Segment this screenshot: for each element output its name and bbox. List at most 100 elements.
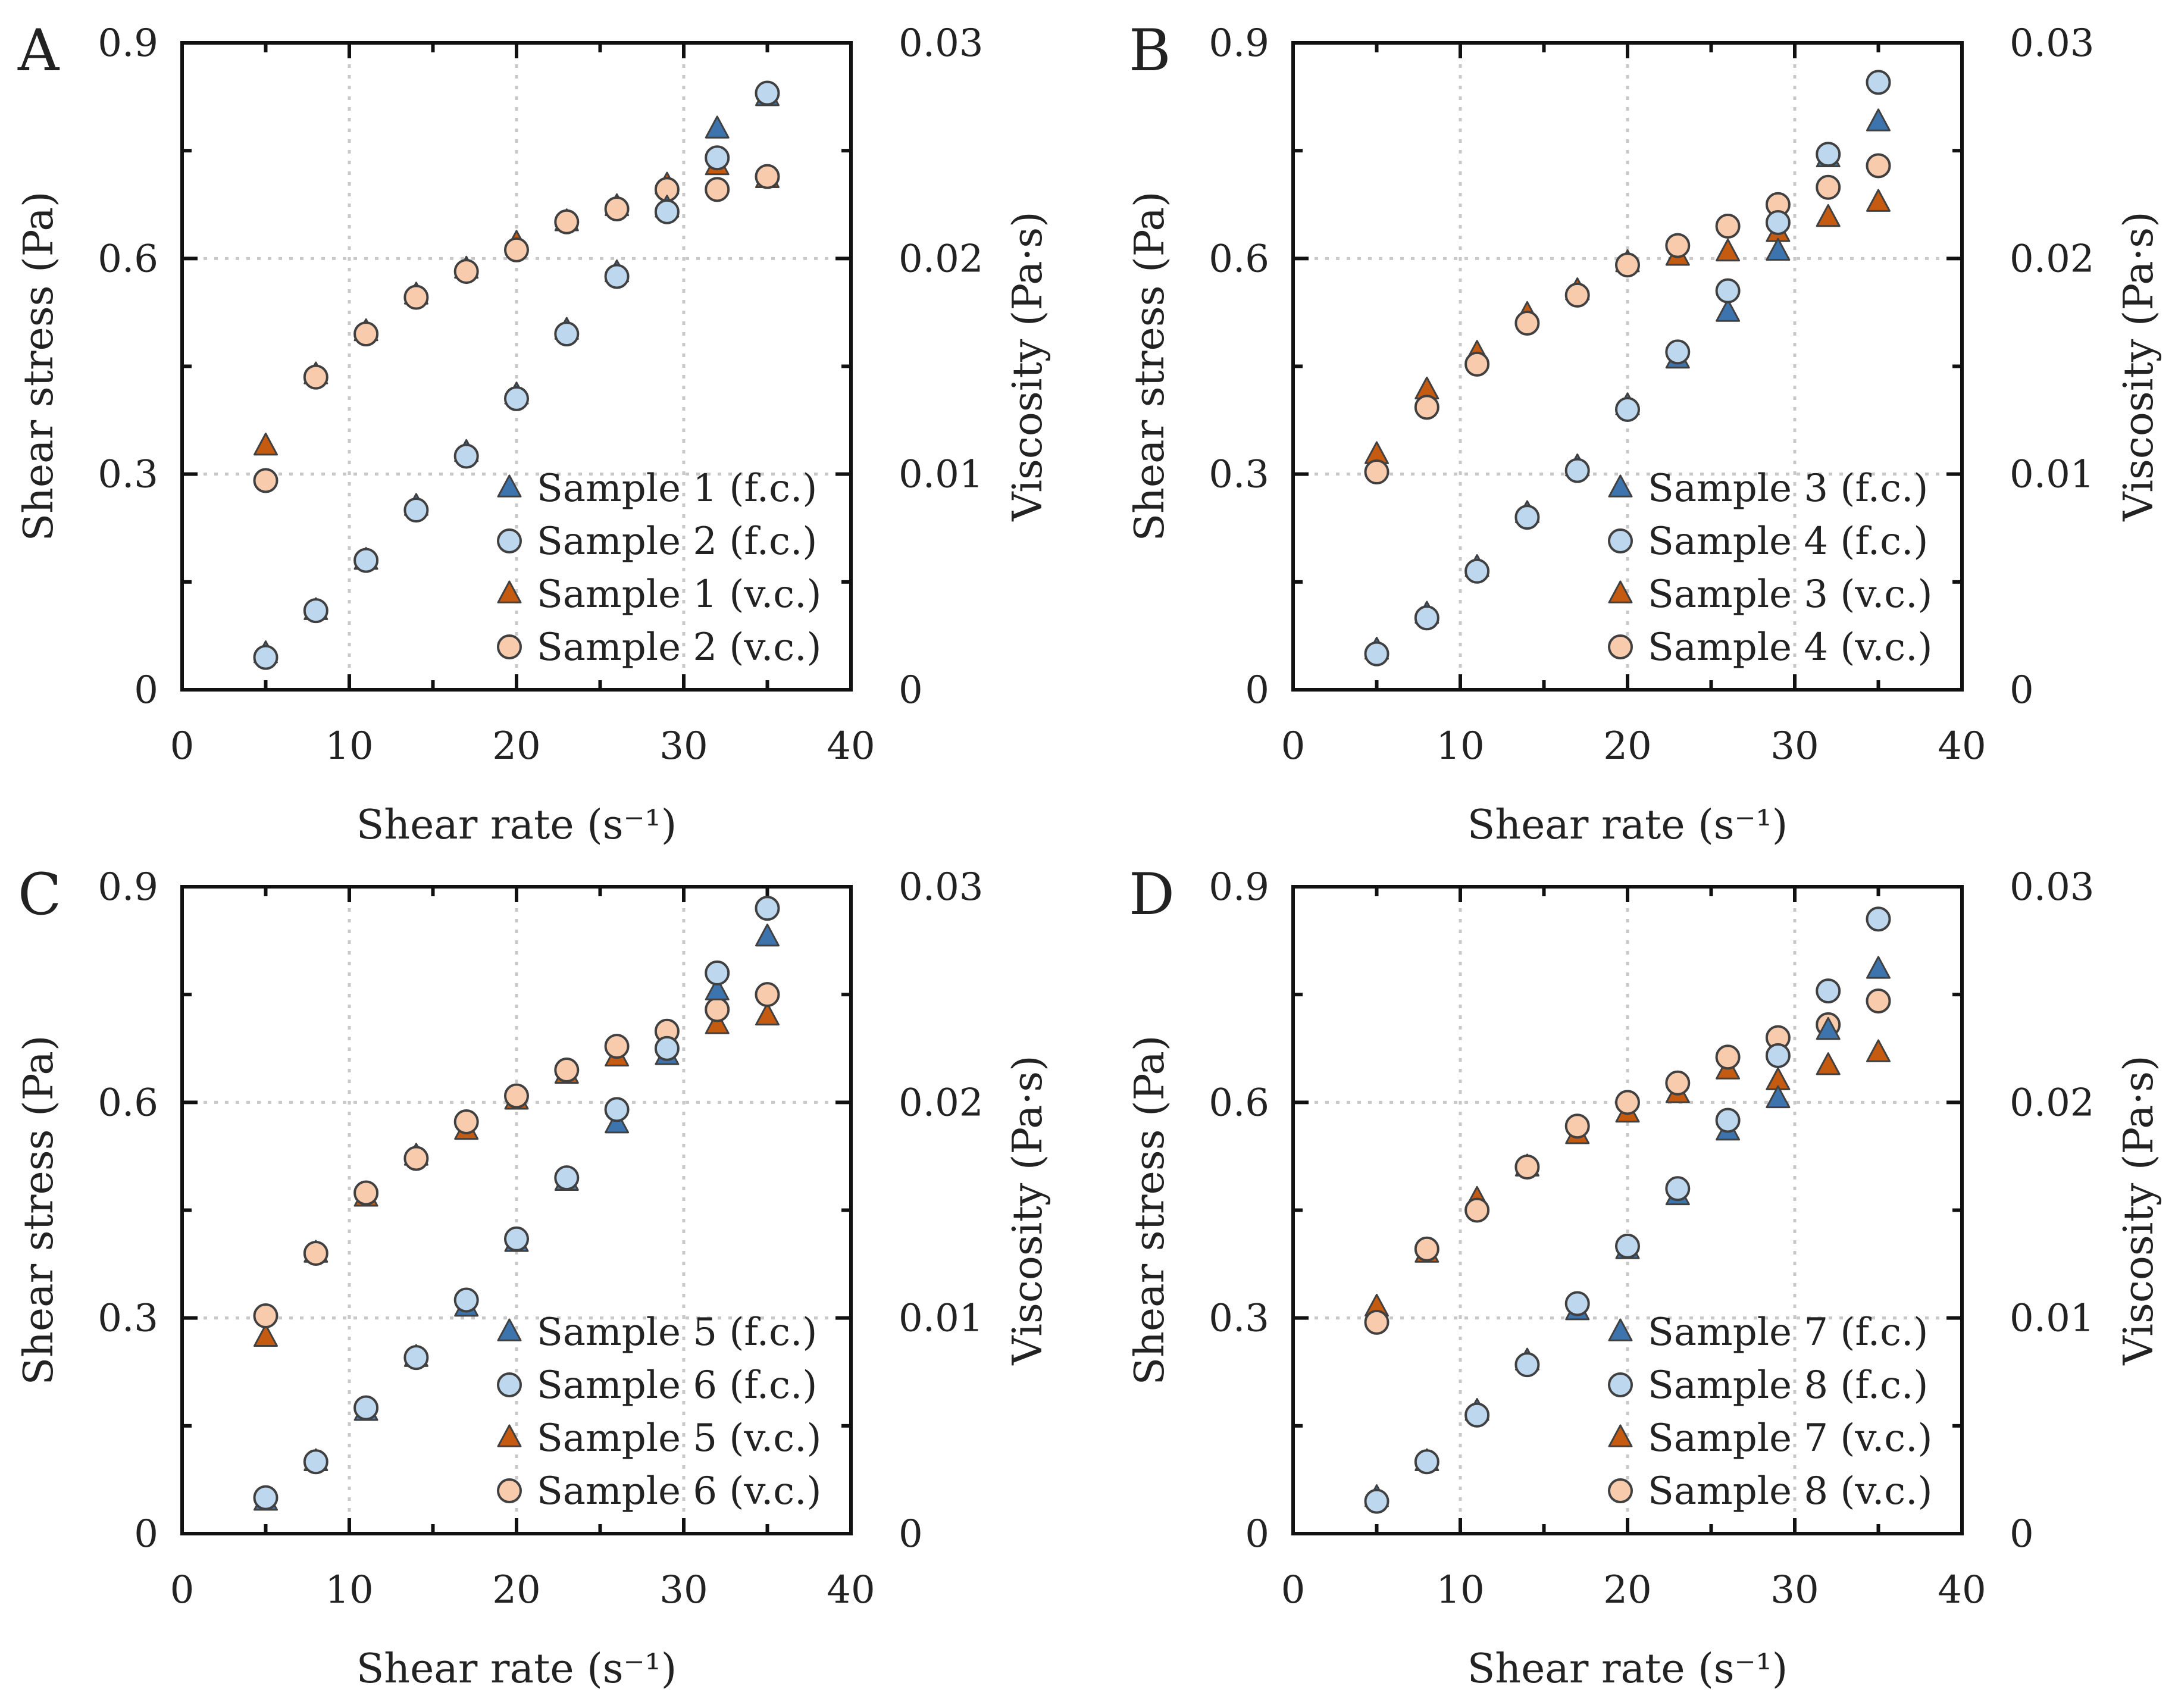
y-tick-label: 0.3 — [98, 1297, 158, 1341]
legend-label: Sample 8 (f.c.) — [1648, 1363, 1928, 1407]
data-point — [755, 1002, 780, 1026]
x-tick-label: 10 — [1436, 1568, 1484, 1612]
y2-tick-label: 0.02 — [2010, 1081, 2095, 1125]
data-point — [1615, 252, 1640, 278]
panel-a: 0 10 20 30 40 0 0.3 0.6 0.9 0 0.01 0.02 0.03 Shear ra… — [15, 17, 1051, 849]
y-tick-label: 0 — [1245, 668, 1269, 712]
y2-tick-label: 0 — [2010, 668, 2034, 712]
x-tick-label: 40 — [1938, 724, 1986, 768]
data-point — [453, 1287, 479, 1313]
legend-label: Sample 4 (v.c.) — [1648, 625, 1932, 670]
y2-tick-label: 0.02 — [2010, 237, 2095, 281]
data-point — [1765, 209, 1791, 235]
legend-label: Sample 7 (v.c.) — [1648, 1416, 1932, 1460]
data-point — [253, 645, 278, 670]
data-point — [1615, 1233, 1640, 1259]
y2-tick-label: 0.03 — [899, 865, 984, 909]
data-point — [554, 1165, 580, 1191]
data-point — [1866, 108, 1891, 132]
legend-marker — [1608, 634, 1633, 659]
data-point — [705, 960, 730, 986]
legend-label: Sample 3 (f.c.) — [1648, 467, 1928, 511]
legend-marker — [497, 1318, 522, 1341]
series-circle-y — [1364, 906, 1891, 1514]
data-point — [1364, 1488, 1390, 1514]
legend-marker — [1608, 1318, 1633, 1341]
y2-tick-label: 0 — [899, 1512, 923, 1556]
legend-label: Sample 1 (v.c.) — [537, 573, 821, 617]
data-point — [1514, 505, 1540, 530]
x-tick-label: 20 — [1603, 1568, 1651, 1612]
y-axis-title: Shear stress (Pa) — [1126, 1036, 1173, 1385]
data-point — [705, 145, 730, 171]
data-point — [1766, 237, 1791, 261]
legend-entry: Sample 4 (v.c.) — [1608, 625, 1932, 670]
y2-tick-label: 0 — [2010, 1512, 2034, 1556]
legend-label: Sample 4 (f.c.) — [1648, 520, 1928, 564]
data-point — [705, 115, 730, 139]
legend-label: Sample 7 (f.c.) — [1648, 1310, 1928, 1354]
data-point — [1816, 174, 1841, 200]
data-point — [755, 80, 780, 106]
y2-tick-label: 0 — [899, 668, 923, 712]
legend-entry: Sample 1 (v.c.) — [497, 573, 821, 617]
x-tick-label: 10 — [325, 724, 373, 768]
y-tick-label: 0 — [134, 668, 158, 712]
x-tick-label: 40 — [1938, 1568, 1986, 1612]
data-point — [1564, 1291, 1590, 1316]
legend-marker — [497, 634, 522, 659]
y2-tick-label: 0.01 — [899, 1297, 984, 1341]
y-tick-label: 0.6 — [98, 1081, 158, 1125]
data-point — [403, 498, 429, 523]
x-tick-label: 0 — [1281, 724, 1306, 768]
panel-letter: C — [18, 861, 61, 928]
data-point — [353, 321, 379, 347]
data-point — [604, 1034, 630, 1059]
data-point — [1464, 1402, 1490, 1428]
data-point — [755, 896, 780, 921]
data-point — [253, 1303, 278, 1329]
legend-marker — [497, 474, 522, 498]
data-point — [654, 1036, 680, 1061]
data-point — [1866, 189, 1891, 212]
x-tick-label: 0 — [170, 1568, 195, 1612]
data-point — [1564, 282, 1590, 308]
x-tick-label: 40 — [827, 1568, 875, 1612]
panel-letter: B — [1129, 17, 1171, 84]
data-point — [403, 1146, 429, 1171]
data-point — [303, 1240, 328, 1266]
x-tick-label: 20 — [492, 724, 540, 768]
data-point — [1464, 1197, 1490, 1223]
panel-letter: A — [17, 17, 60, 84]
legend-marker — [1608, 474, 1633, 498]
y-tick-label: 0.6 — [1209, 1081, 1269, 1125]
data-point — [254, 1324, 278, 1347]
data-point — [1464, 558, 1490, 584]
data-point — [1816, 1052, 1841, 1075]
x-tick-label: 30 — [659, 1568, 708, 1612]
legend-entry: Sample 1 (f.c.) — [497, 467, 817, 511]
data-point — [353, 548, 379, 573]
legend-entry: Sample 2 (f.c.) — [497, 520, 817, 564]
legend-entry: Sample 6 (f.c.) — [497, 1363, 817, 1407]
y-tick-label: 0.9 — [1209, 21, 1269, 65]
data-point — [453, 259, 479, 284]
legend-label: Sample 5 (v.c.) — [537, 1416, 821, 1460]
data-point — [1816, 142, 1841, 167]
data-point — [1615, 396, 1640, 422]
data-point — [1866, 906, 1891, 932]
data-point — [504, 1083, 529, 1109]
data-point — [1414, 1449, 1439, 1475]
data-point — [1665, 1070, 1691, 1096]
x-tick-label: 10 — [325, 1568, 373, 1612]
y-tick-label: 0.9 — [98, 865, 158, 909]
legend-entry: Sample 5 (f.c.) — [497, 1310, 817, 1354]
data-point — [1766, 1085, 1791, 1109]
series-circle-y2 — [253, 164, 780, 493]
data-point — [254, 432, 278, 456]
data-point — [1464, 351, 1490, 377]
data-point — [504, 1226, 529, 1252]
panel-c: 0 10 20 30 40 0 0.3 0.6 0.9 0 0.01 0.02 0.03 Shear ra… — [15, 861, 1051, 1693]
data-point — [755, 923, 780, 947]
